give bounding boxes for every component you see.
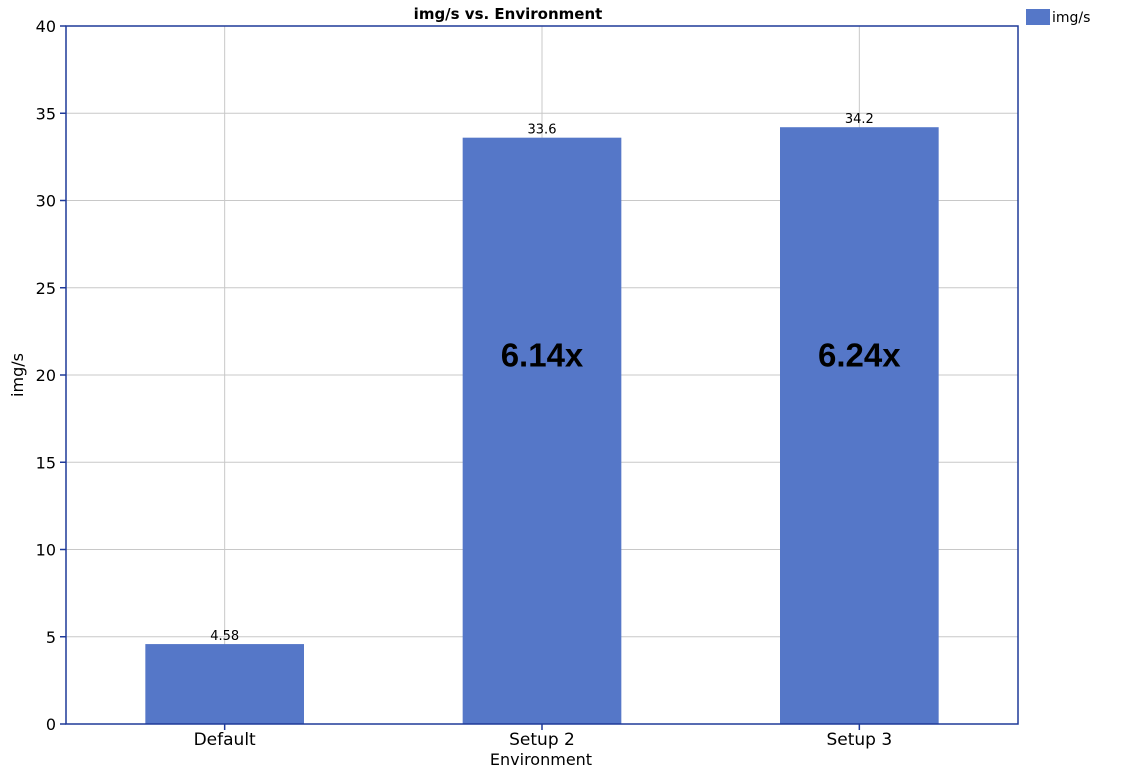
- y-tick-label: 20: [36, 366, 56, 385]
- data-label-layer: 4.58 33.6 34.2: [210, 112, 874, 644]
- legend-swatch: [1026, 9, 1050, 25]
- legend-label: img/s: [1052, 10, 1090, 26]
- x-tick-layer: Default Setup 2 Setup 3: [194, 730, 893, 750]
- y-tick-label: 35: [36, 104, 56, 123]
- chart-title: img/s vs. Environment: [414, 5, 603, 23]
- speedup-annotation: 6.24x: [818, 336, 901, 373]
- x-axis-title: Environment: [490, 750, 592, 769]
- x-tick-label: Setup 3: [826, 730, 892, 750]
- data-label: 34.2: [845, 112, 874, 127]
- data-label: 4.58: [210, 629, 239, 644]
- y-axis-title: img/s: [8, 353, 27, 397]
- y-tick-label: 40: [36, 17, 56, 36]
- y-tick-label: 25: [36, 279, 56, 298]
- speedup-annotation: 6.14x: [501, 336, 584, 373]
- bar-layer: [145, 127, 939, 724]
- y-tick-label: 10: [36, 541, 56, 560]
- bar: [462, 137, 622, 724]
- y-tick-label: 0: [46, 715, 56, 734]
- x-tick-label: Default: [194, 730, 256, 750]
- annotation-layer: 6.14x 6.24x: [501, 336, 902, 373]
- y-tick-layer: 0 5 10 15 20 25 30 35 40: [36, 17, 861, 734]
- y-tick-label: 15: [36, 453, 56, 472]
- bar: [145, 644, 304, 724]
- y-tick-label: 30: [36, 192, 56, 211]
- legend: img/s: [1026, 9, 1090, 26]
- x-tick-label: Setup 2: [509, 730, 575, 750]
- y-tick-label: 5: [46, 628, 56, 647]
- data-label: 33.6: [528, 123, 557, 138]
- bar: [780, 127, 939, 724]
